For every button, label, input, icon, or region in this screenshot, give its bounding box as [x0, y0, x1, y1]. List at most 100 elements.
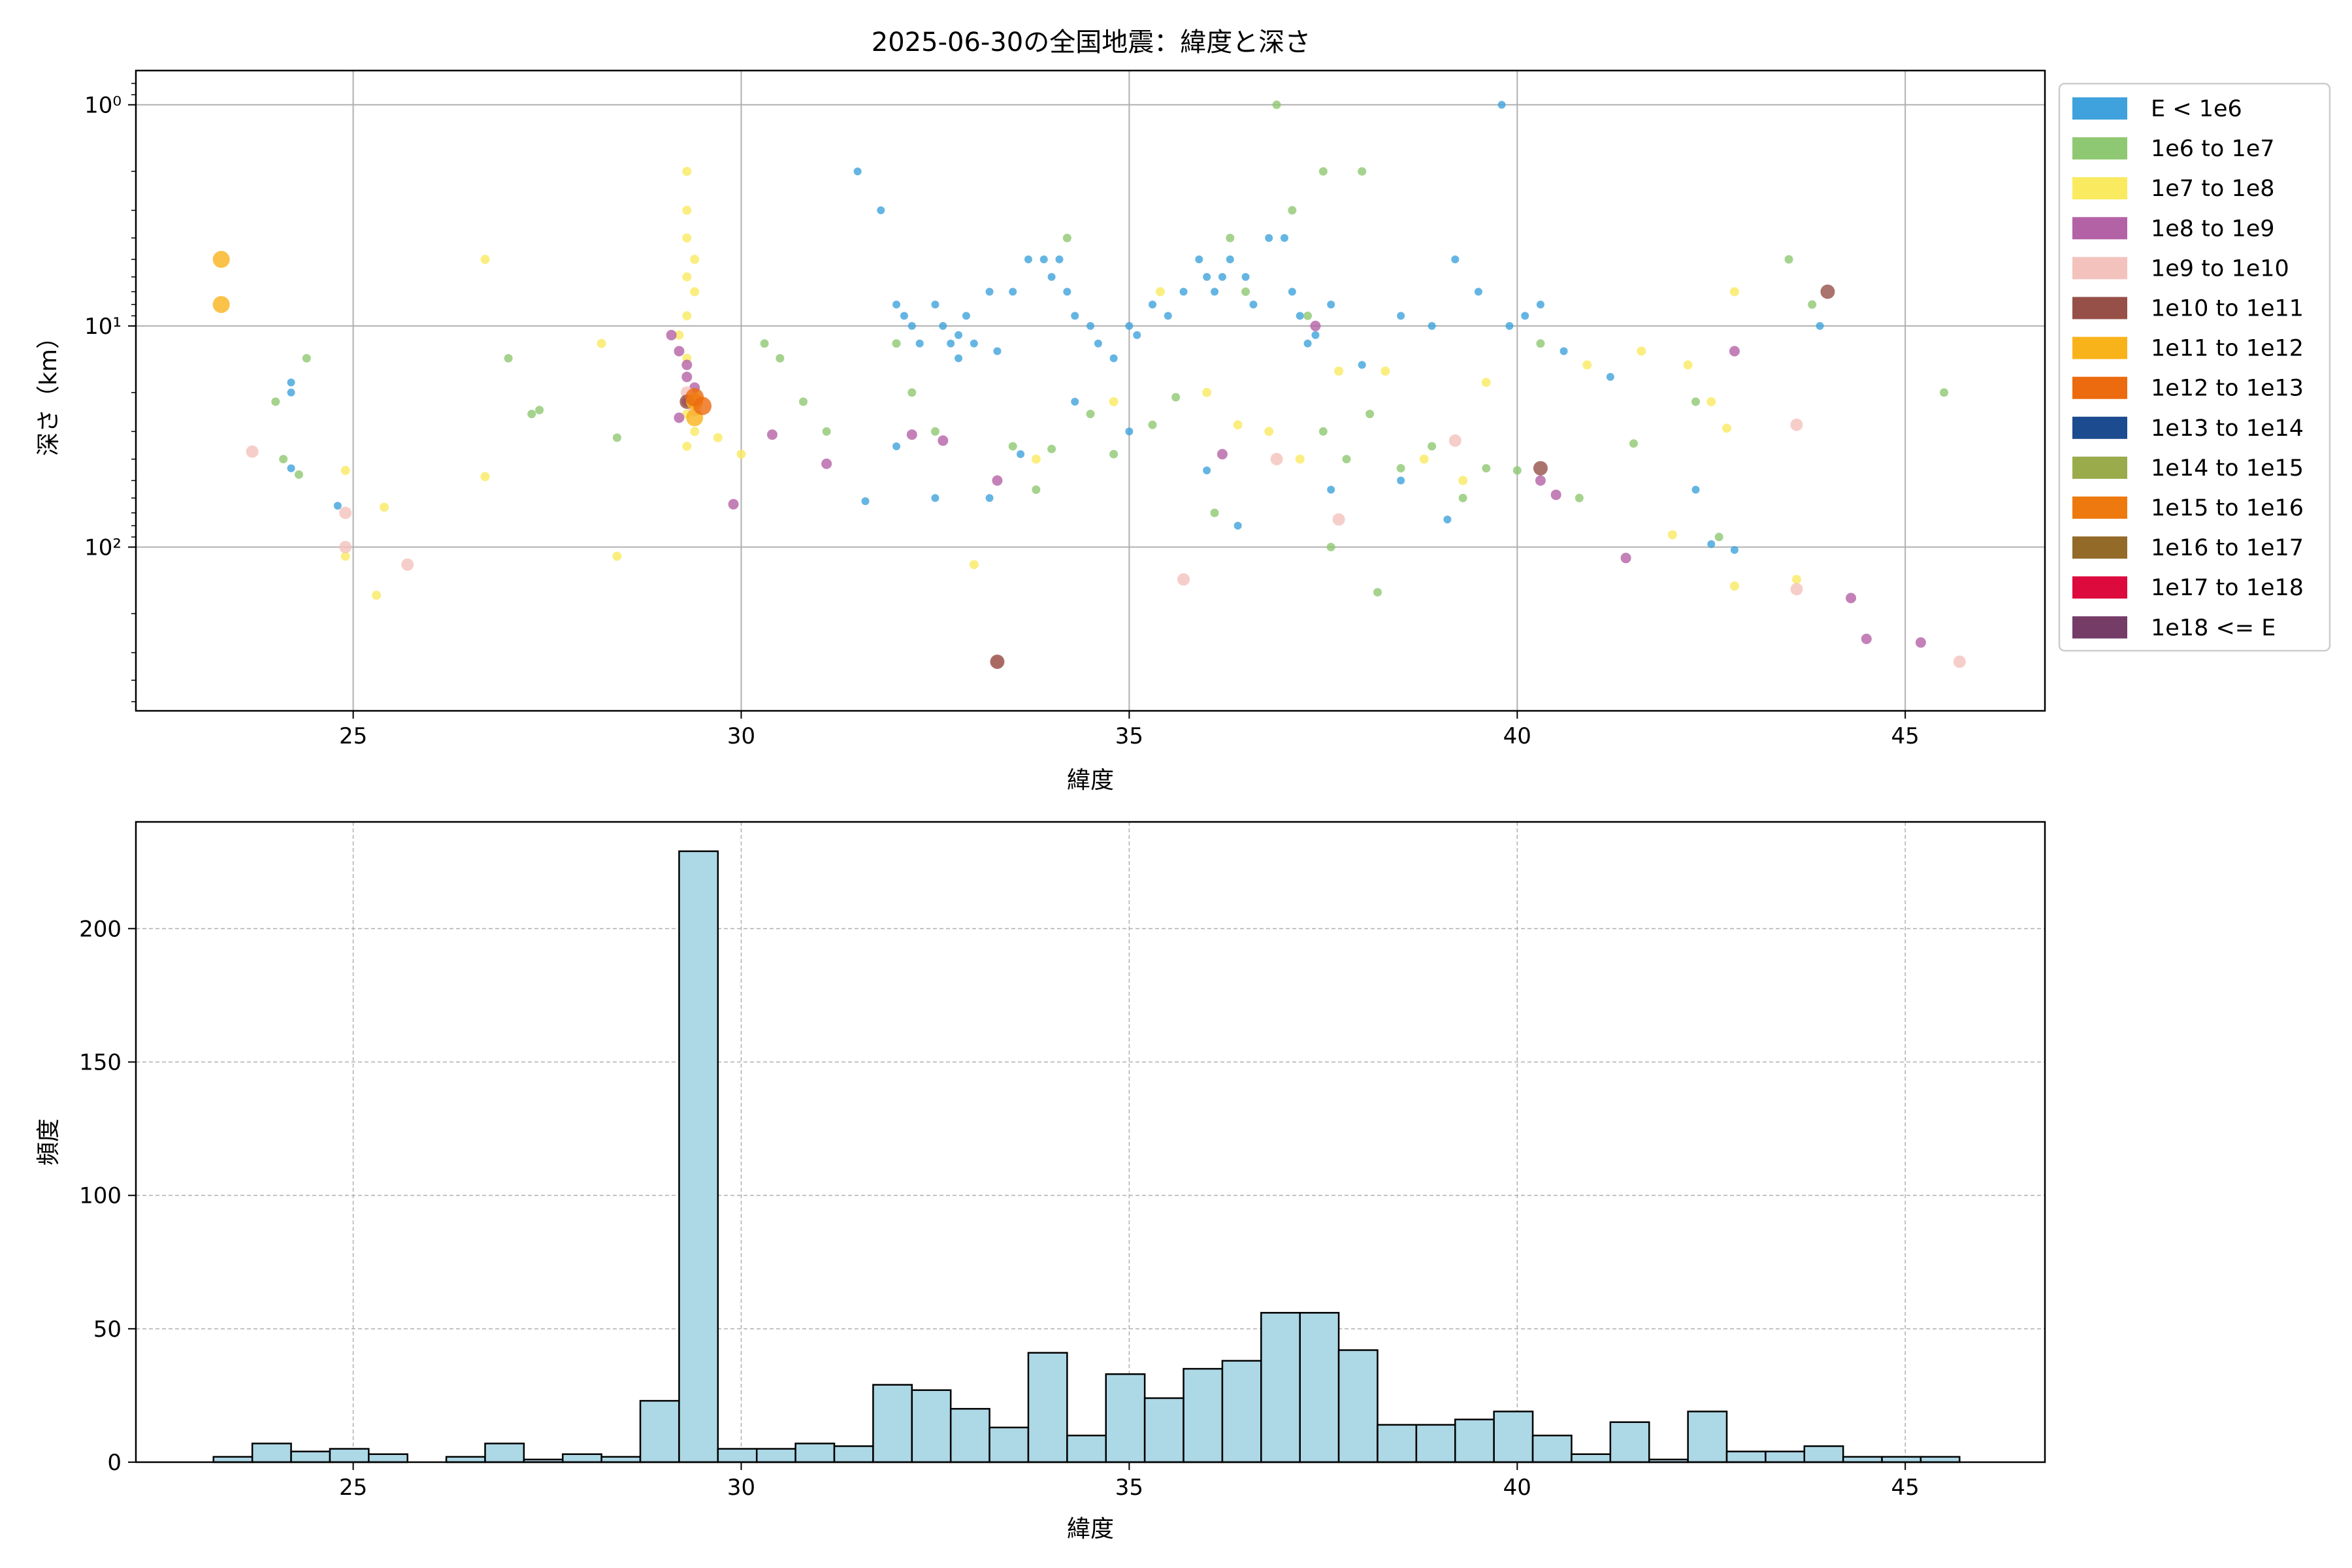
scatter-point [690, 255, 700, 265]
scatter-point [1008, 442, 1017, 451]
scatter-point [1729, 287, 1739, 297]
scatter-point [1536, 339, 1545, 348]
scatter-point [287, 378, 295, 387]
scatter-point [892, 301, 901, 309]
scatter-point [1295, 454, 1305, 464]
scatter-point [1606, 372, 1614, 381]
scatter-point [1318, 167, 1328, 176]
histogram-bar [949, 1408, 990, 1463]
histogram-bar [1299, 1312, 1340, 1463]
scatter-point [992, 475, 1003, 486]
scatter-point [1358, 167, 1367, 176]
scatter-point [674, 330, 684, 340]
histogram-bar [1143, 1397, 1184, 1463]
scatter-point [1808, 300, 1817, 309]
scatter-point [480, 255, 490, 265]
legend-swatch [2072, 416, 2127, 439]
histogram-bar [1377, 1424, 1418, 1463]
scatter-point [799, 397, 808, 406]
scatter-point [681, 359, 693, 370]
scatter-point [271, 397, 280, 406]
histogram-gridlines [136, 822, 2045, 1463]
scatter-point [1396, 464, 1405, 473]
histogram-bar [1531, 1434, 1573, 1463]
scatter-point [1133, 331, 1141, 339]
scatter-point [1707, 397, 1716, 406]
scatter-point [1272, 100, 1281, 109]
scatter-point [682, 167, 692, 176]
legend-label: 1e11 to 1e12 [2151, 336, 2304, 362]
scatter-point [1560, 347, 1568, 355]
scatter-point [1620, 553, 1631, 564]
scatter-point [1535, 475, 1546, 486]
histogram-bar [1454, 1418, 1495, 1463]
scatter-point [1915, 637, 1926, 648]
legend-swatch [2072, 257, 2127, 280]
scatter-point [1637, 346, 1646, 356]
legend-label: 1e10 to 1e11 [2151, 296, 2304, 322]
scatter-point [907, 321, 916, 330]
scatter-point [1031, 454, 1041, 464]
scatter-point [1226, 233, 1235, 242]
histogram-bar [794, 1443, 836, 1463]
scatter-point [682, 233, 692, 243]
histogram-y-tick-label: 150 [79, 1050, 122, 1076]
scatter-point [1211, 287, 1219, 296]
histogram-y-tick-label: 50 [93, 1316, 122, 1343]
scatter-point [1226, 255, 1234, 264]
scatter-points [212, 100, 1966, 669]
scatter-point [1318, 427, 1328, 436]
scatter-point [1094, 339, 1102, 348]
legend-label: 1e17 to 1e18 [2151, 575, 2304, 601]
histogram-x-ticks: 25 30 35 40 45 [339, 1462, 1919, 1501]
histogram-bar [1493, 1411, 1534, 1463]
scatter-point [246, 445, 259, 458]
scatter-point [1109, 449, 1119, 459]
histogram-bar [678, 850, 719, 1463]
scatter-x-tick-label: 45 [1891, 723, 1919, 749]
scatter-point [1303, 311, 1313, 320]
scatter-point [279, 455, 288, 464]
legend-label: 1e9 to 1e10 [2151, 255, 2289, 282]
scatter-point [1536, 301, 1544, 309]
scatter-point [1071, 397, 1079, 406]
histogram-bar [1260, 1312, 1301, 1463]
scatter-point [674, 412, 685, 423]
scatter-point [1086, 410, 1095, 419]
scatter-point [1791, 574, 1801, 584]
scatter-point [1397, 476, 1405, 485]
scatter-point [1311, 331, 1320, 339]
legend-swatch [2072, 536, 2127, 559]
scatter-point [713, 433, 723, 442]
scatter-point [736, 449, 746, 459]
scatter-point [1288, 287, 1296, 296]
scatter-point [1326, 542, 1335, 551]
scatter-point [1164, 312, 1172, 320]
legend-label: 1e7 to 1e8 [2151, 176, 2275, 202]
legend-swatch [2072, 97, 2127, 120]
histogram-x-tick-label: 30 [727, 1475, 755, 1501]
histogram-y-axis-label: 頻度 [35, 1119, 62, 1166]
scatter-point [1443, 515, 1452, 524]
scatter-point [693, 397, 712, 416]
scatter-point [1249, 301, 1258, 309]
scatter-point [1177, 573, 1190, 586]
scatter-point [861, 497, 870, 506]
scatter-point [1953, 655, 1966, 668]
scatter-point [821, 458, 832, 469]
scatter-point [1730, 546, 1739, 554]
scatter-point [681, 371, 693, 382]
scatter-point [1451, 255, 1460, 264]
scatter-point [970, 339, 978, 348]
histogram-y-tick-label: 100 [79, 1183, 122, 1209]
scatter-point [1303, 339, 1312, 348]
scatter-point [1179, 287, 1188, 296]
legend-label: E < 1e6 [2151, 96, 2242, 122]
scatter-point [1358, 361, 1366, 369]
legend-label: 1e6 to 1e7 [2151, 136, 2275, 162]
scatter-point [938, 435, 949, 446]
histogram-bar [1027, 1352, 1068, 1463]
scatter-point [1521, 312, 1529, 320]
scatter-point [1233, 420, 1243, 430]
scatter-point [993, 347, 1002, 355]
